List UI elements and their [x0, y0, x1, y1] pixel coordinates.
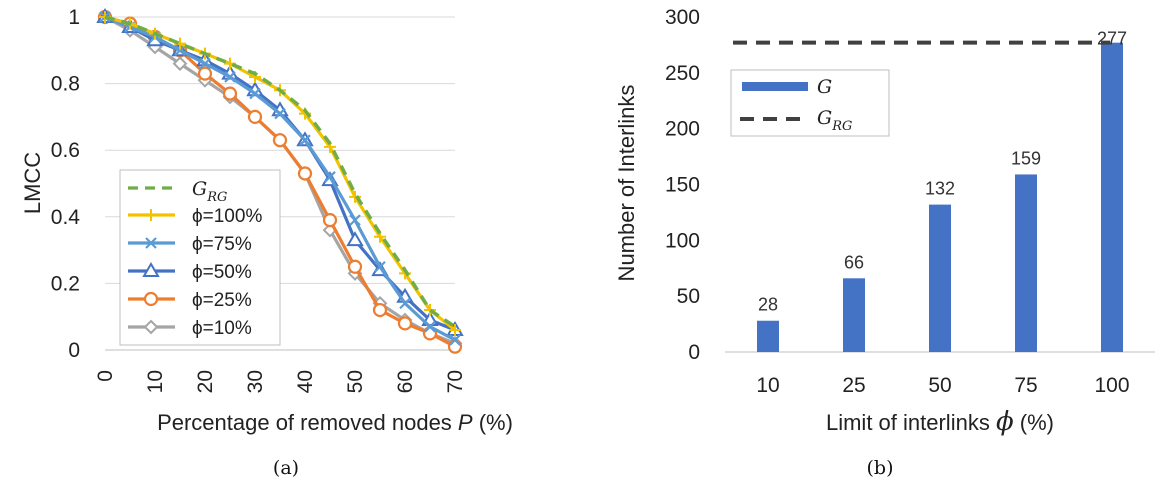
data-point — [274, 107, 286, 120]
data-label: 28 — [758, 295, 778, 315]
x-tick-label: 0 — [94, 370, 117, 382]
data-point — [145, 237, 157, 249]
data-label: 132 — [925, 179, 955, 199]
data-point — [143, 291, 159, 307]
data-point — [449, 324, 461, 337]
y-tick-label: 0.8 — [51, 73, 80, 96]
bar — [757, 320, 779, 352]
legend-box — [730, 69, 890, 137]
x-tick-label: 30 — [244, 370, 267, 393]
series-G_RG — [104, 15, 456, 329]
y-tick-label: 0.4 — [51, 206, 81, 229]
panel-caption: (a) — [273, 457, 299, 479]
x-tick-label: 10 — [756, 374, 779, 397]
panel-b-bar-chart: 0 50 100 150 200 250 300 28 10 66 25 132 50 159 75 277 1… — [614, 6, 1155, 479]
y-tick-label: 50 — [677, 285, 700, 308]
data-point — [397, 316, 413, 331]
data-point — [346, 231, 364, 247]
legend-label: ϕ=75% — [192, 234, 252, 255]
y-tick-label: 0.6 — [51, 139, 80, 162]
x-tick-label: 40 — [294, 370, 317, 393]
y-tick-label: 150 — [665, 174, 700, 197]
data-point — [172, 56, 188, 72]
bar — [1101, 42, 1123, 352]
x-axis-title: Percentage of removed nodes P (%) — [157, 410, 513, 435]
data-point — [174, 44, 186, 57]
legend-swatch-bar — [742, 82, 808, 91]
x-tick-label: 100 — [1094, 374, 1129, 397]
data-point — [224, 71, 236, 83]
legend-box — [119, 169, 281, 346]
data-point — [249, 87, 261, 100]
data-point — [272, 133, 288, 148]
panel-caption: (b) — [867, 457, 894, 479]
x-tick-label: 25 — [842, 374, 865, 397]
y-tick-label: 0 — [688, 341, 700, 364]
data-label: 277 — [1097, 29, 1127, 49]
legend-label: ϕ=100% — [192, 206, 262, 227]
bar — [929, 204, 951, 352]
data-point — [143, 319, 159, 335]
data-point — [447, 339, 463, 354]
data-point — [199, 57, 211, 70]
data-point — [424, 304, 436, 317]
data-label: 159 — [1011, 148, 1041, 168]
panel-a-line-chart: 00.20.40.60.810 10 20 30 40 50 60 70Percentage … — [20, 6, 513, 479]
data-point — [145, 209, 157, 221]
data-point — [374, 260, 386, 273]
legend-label: ϕ=10% — [192, 318, 252, 339]
data-point — [349, 214, 361, 226]
data-label: 66 — [844, 252, 864, 272]
x-tick-label: 70 — [444, 370, 467, 393]
data-point — [449, 334, 461, 346]
x-tick-label: 50 — [928, 374, 951, 397]
data-point — [324, 171, 336, 183]
data-point — [222, 86, 238, 101]
x-tick-label: 50 — [344, 370, 367, 393]
data-point — [299, 134, 311, 146]
bar — [1015, 174, 1037, 352]
y-tick-label: 100 — [665, 229, 700, 252]
legend-label: G — [817, 76, 832, 98]
legend-label: GRG — [192, 178, 227, 205]
x-axis-title: Limit of interlinks ϕ (%) — [826, 407, 1054, 437]
data-point — [197, 66, 213, 81]
series-line — [104, 15, 456, 329]
data-point — [372, 302, 388, 318]
series-ϕ=75% — [99, 11, 461, 346]
y-tick-label: 200 — [665, 118, 700, 141]
data-point — [297, 166, 313, 181]
y-axis-title: Number of Interlinks — [614, 85, 639, 282]
x-tick-label: 75 — [1014, 374, 1037, 397]
y-tick-label: 1 — [68, 6, 80, 29]
legend-label: ϕ=50% — [192, 262, 252, 283]
legend-label: GRG — [817, 107, 852, 134]
x-tick-label: 10 — [144, 370, 167, 393]
x-tick-label: 20 — [194, 370, 217, 393]
x-tick-label: 60 — [394, 370, 417, 393]
bar — [843, 278, 865, 352]
data-point — [142, 262, 160, 277]
y-tick-label: 250 — [665, 62, 700, 85]
y-tick-label: 0.2 — [51, 272, 80, 295]
data-point — [247, 109, 263, 125]
legend-label: ϕ=25% — [192, 290, 252, 311]
data-point — [322, 213, 338, 228]
data-point — [399, 297, 411, 310]
y-tick-label: 0 — [68, 339, 80, 362]
data-point — [424, 320, 436, 333]
legend: G GRG — [730, 69, 890, 137]
data-point — [347, 259, 363, 274]
y-axis-title: LMCC — [20, 152, 45, 214]
y-tick-label: 300 — [665, 6, 700, 29]
